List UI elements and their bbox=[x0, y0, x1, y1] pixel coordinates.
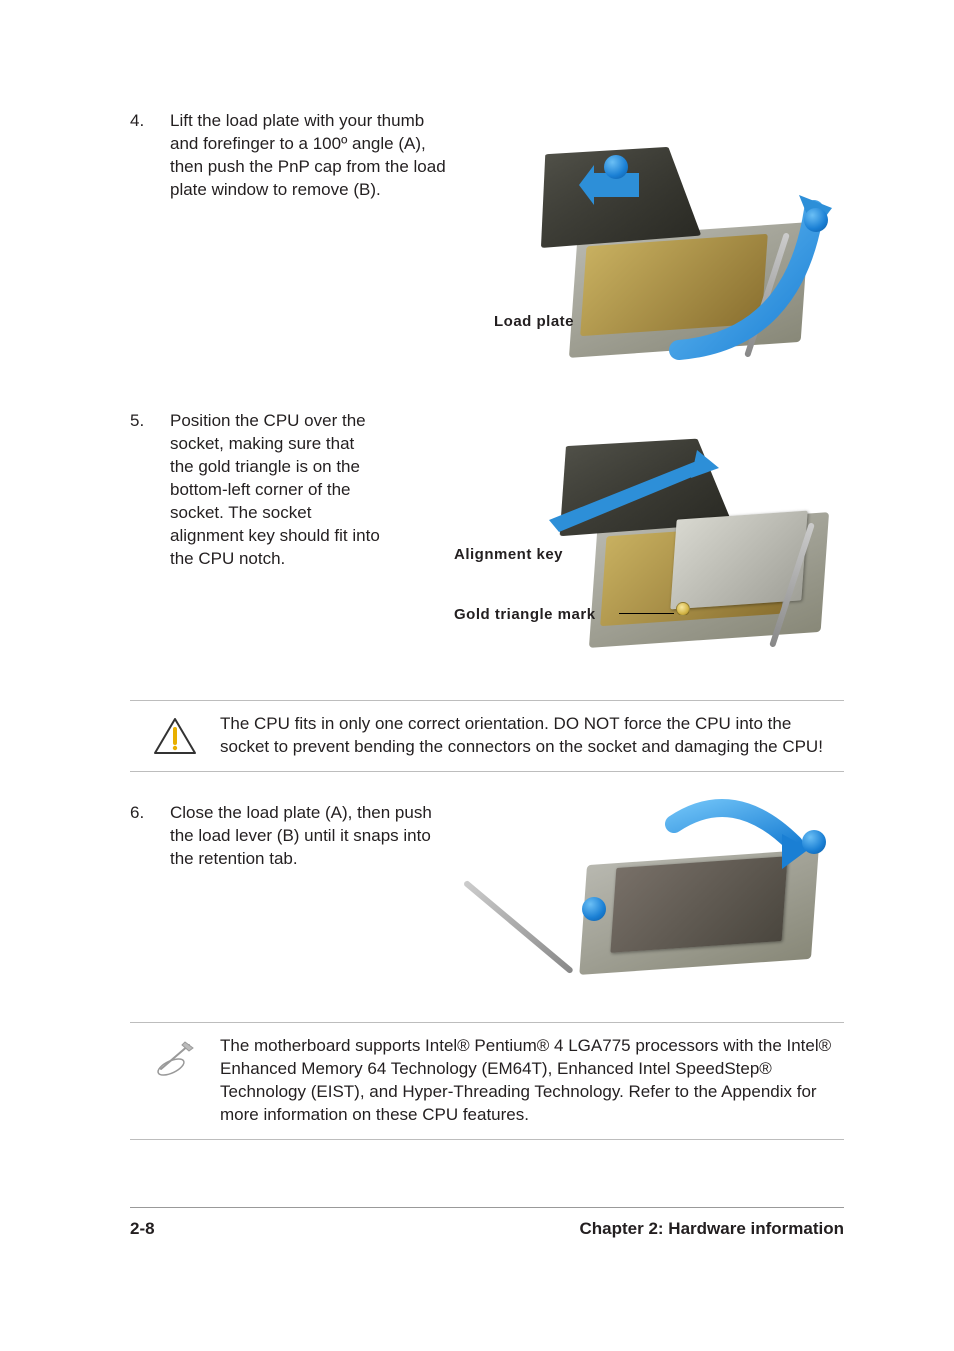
page-number: 2-8 bbox=[130, 1218, 155, 1241]
marker-b-icon bbox=[804, 208, 828, 232]
note-text: The motherboard supports Intel® Pentium®… bbox=[220, 1035, 844, 1127]
note-callout: The motherboard supports Intel® Pentium®… bbox=[130, 1022, 844, 1140]
step-6-number: 6. bbox=[130, 802, 170, 982]
step-4: 4. Lift the load plate with your thumb a… bbox=[130, 110, 844, 380]
marker-b2-icon bbox=[582, 897, 606, 921]
motion-arrow-icon bbox=[664, 180, 834, 370]
page-footer: 2-8 Chapter 2: Hardware information bbox=[130, 1207, 844, 1241]
step-5-illustration: Alignment key Gold triangle mark bbox=[444, 410, 844, 670]
marker-a2-icon bbox=[802, 830, 826, 854]
alignment-pointer-icon bbox=[549, 450, 719, 570]
warning-icon bbox=[130, 713, 220, 757]
note-icon bbox=[130, 1035, 220, 1079]
step-6: 6. Close the load plate (A), then push t… bbox=[130, 802, 844, 982]
marker-a-icon bbox=[604, 155, 628, 179]
gold-triangle-label: Gold triangle mark bbox=[454, 605, 596, 625]
close-arrow-icon bbox=[654, 794, 814, 894]
step-5-text: Position the CPU over the socket, making… bbox=[170, 410, 390, 670]
gold-triangle-icon bbox=[676, 602, 690, 616]
step-4-illustration: Load plate bbox=[504, 110, 844, 380]
step-6-text: Close the load plate (A), then push the … bbox=[170, 802, 450, 982]
alignment-key-label: Alignment key bbox=[454, 545, 563, 565]
step-4-number: 4. bbox=[130, 110, 170, 380]
warning-text: The CPU fits in only one correct orienta… bbox=[220, 713, 844, 759]
step-5: 5. Position the CPU over the socket, mak… bbox=[130, 410, 844, 670]
step-5-number: 5. bbox=[130, 410, 170, 670]
label-leader-line bbox=[619, 613, 674, 614]
chapter-title: Chapter 2: Hardware information bbox=[580, 1218, 845, 1241]
warning-callout: The CPU fits in only one correct orienta… bbox=[130, 700, 844, 772]
step-4-text: Lift the load plate with your thumb and … bbox=[170, 110, 460, 380]
step-6-illustration bbox=[544, 802, 844, 982]
load-plate-label: Load plate bbox=[494, 312, 574, 332]
